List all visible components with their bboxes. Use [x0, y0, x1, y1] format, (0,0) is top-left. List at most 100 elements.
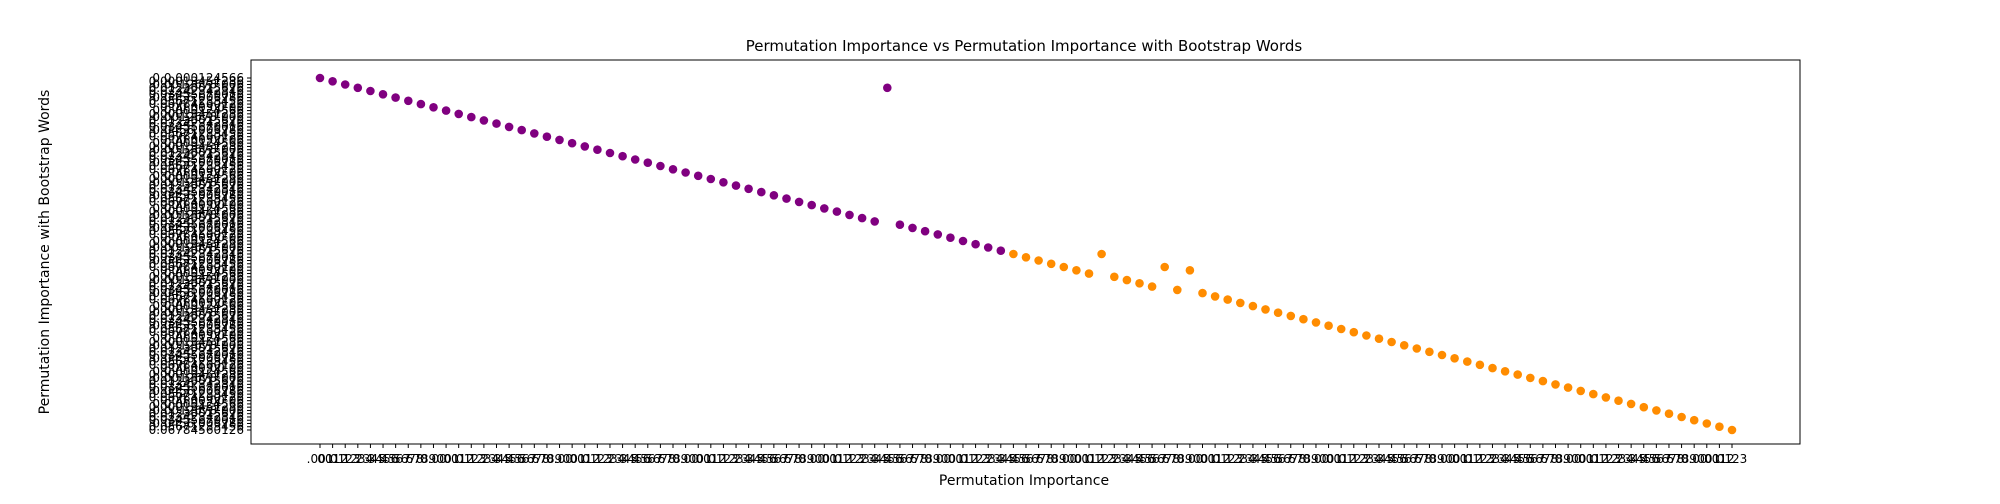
- x-tick-label-glyphs: 3456: [494, 452, 525, 466]
- x-tick-label-glyphs: 0012: [1704, 452, 1735, 466]
- point-purple: [328, 77, 337, 86]
- point-orange: [1500, 367, 1510, 376]
- y-tick-label-glyphs: 0.00.00.00.06: [160, 133, 244, 147]
- point-orange: [1689, 415, 1699, 425]
- x-tick-label-glyphs: 5678: [645, 452, 676, 466]
- point-purple: [479, 116, 489, 125]
- y-tick-label-glyphs: 0.0.000124566: [152, 397, 244, 411]
- y-tick-label-glyphs: 0.01230015676: [149, 146, 244, 160]
- x-tick-label-glyphs: 3456: [1124, 452, 1155, 466]
- x-tick-label-glyphs: 4567: [380, 452, 411, 466]
- point-orange: [1526, 373, 1535, 383]
- x-tick-label-glyphs: 2345: [1490, 452, 1521, 466]
- point-orange: [1551, 380, 1560, 389]
- x-tick-label-glyphs: 2345: [986, 452, 1017, 466]
- x-tick-label-glyphs: .001: [1063, 452, 1090, 466]
- point-purple: [883, 83, 892, 93]
- x-tick-label-glyphs: 4567: [1515, 452, 1546, 466]
- x-tick-label-glyphs: 4567: [1641, 452, 1672, 466]
- y-tick-label-glyphs: 0.01230015676: [149, 276, 244, 290]
- y-tick-label-glyphs: 0.00.00.00.06: [160, 328, 244, 342]
- x-tick-label-glyphs: 6789: [910, 452, 941, 466]
- y-tick-label-glyphs: 0.02342342346: [149, 117, 244, 131]
- x-tick-label-glyphs: 4567: [1263, 452, 1294, 466]
- y-tick-label-glyphs: 0.03455670016: [149, 348, 244, 362]
- x-tick-label-glyphs: 0012: [696, 452, 727, 466]
- y-tick-label-glyphs: 0.03455670016: [149, 413, 244, 427]
- y-tick-label-glyphs: 0.03455670016: [149, 185, 244, 199]
- x-tick-label-glyphs: 5678: [1654, 452, 1685, 466]
- point-orange: [1084, 269, 1094, 278]
- y-tick-label-glyphs: 0.0012678.006: [152, 403, 244, 417]
- x-tick-label-glyphs: 1234: [847, 452, 878, 466]
- y-tick-label-glyphs: 0.02342342346: [149, 345, 244, 359]
- x-tick-label-glyphs: 2345: [859, 452, 890, 466]
- y-tick-label-glyphs: 0.0.000124566: [152, 299, 244, 313]
- point-orange: [1223, 295, 1232, 304]
- x-tick-label-glyphs: 1234: [469, 452, 500, 466]
- y-tick-label-glyphs: 0.00.00.00.06: [160, 231, 244, 245]
- point-purple: [769, 191, 779, 200]
- x-tick-label-glyphs: 2345: [1364, 452, 1395, 466]
- point-purple: [870, 217, 879, 226]
- point-orange: [1475, 360, 1485, 370]
- x-tick-label-glyphs: 6789: [1414, 452, 1445, 466]
- x-tick-label-glyphs: 6789: [406, 452, 437, 466]
- point-orange: [1160, 262, 1169, 272]
- x-tick-label-glyphs: 0012: [822, 452, 853, 466]
- y-tick-label-glyphs: 0.0456.006786: [152, 286, 244, 300]
- y-tick-label-glyphs: 0.02342342346: [149, 214, 244, 228]
- x-tick-label-glyphs: 2345: [1616, 452, 1647, 466]
- x-tick-label-glyphs: .001: [307, 452, 334, 466]
- point-purple: [492, 119, 501, 128]
- y-tick-label-glyphs: 0.0012678.006: [152, 110, 244, 124]
- point-purple: [353, 83, 363, 93]
- point-purple: [429, 103, 438, 112]
- y-tick-label-glyphs: 0.00013451236: [149, 335, 244, 349]
- point-purple: [719, 178, 728, 187]
- point-orange: [1425, 347, 1434, 357]
- point-purple: [555, 135, 564, 145]
- y-tick-label-glyphs: 0.03455670016: [149, 315, 244, 329]
- point-purple: [378, 90, 388, 99]
- x-tick-label-glyphs: 0123: [708, 452, 739, 466]
- point-purple: [643, 158, 653, 167]
- y-axis-tick-labels: 0.0.0001245660.000134512360.0012678.0060…: [149, 71, 244, 437]
- y-tick-label-glyphs: 0.00013451236: [149, 368, 244, 382]
- x-tick-label-glyphs: 4567: [885, 452, 916, 466]
- point-orange: [1387, 337, 1396, 347]
- point-purple: [593, 145, 602, 154]
- point-purple: [340, 80, 350, 89]
- chart-title: Permutation Importance vs Permutation Im…: [746, 37, 1303, 55]
- point-purple: [530, 129, 539, 138]
- y-tick-label-glyphs: 0.05671233456: [149, 355, 244, 369]
- y-tick-label-glyphs: 0.00.00.00.06: [160, 394, 244, 408]
- x-tick-label-glyphs: 3456: [746, 452, 777, 466]
- x-tick-label-glyphs: 3456: [1376, 452, 1407, 466]
- point-purple: [630, 155, 640, 164]
- y-tick-label-glyphs: 0.01230015676: [149, 113, 244, 127]
- y-tick-label-glyphs: 0.01230015676: [149, 244, 244, 258]
- y-tick-label-glyphs: 0.03455670016: [149, 152, 244, 166]
- point-purple: [958, 236, 968, 246]
- x-tick-label-glyphs: 0.00: [1555, 452, 1582, 466]
- point-orange: [1034, 256, 1043, 265]
- x-tick-label-glyphs: 3456: [368, 452, 399, 466]
- point-orange: [1286, 311, 1296, 321]
- point-orange: [1135, 279, 1144, 288]
- point-purple: [782, 194, 791, 203]
- x-tick-label-glyphs: .001: [1567, 452, 1594, 466]
- y-tick-label-glyphs: 0.0456.006786: [152, 123, 244, 137]
- x-tick-label-glyphs: 4567: [1011, 452, 1042, 466]
- x-tick-label-glyphs: 2345: [607, 452, 638, 466]
- y-tick-label-glyphs: 0.02342342346: [149, 377, 244, 391]
- x-tick-label-glyphs: 5678: [1402, 452, 1433, 466]
- x-tick-label-glyphs: 1234: [721, 452, 752, 466]
- y-tick-label-glyphs: 0.06784560126: [149, 97, 244, 111]
- point-purple: [315, 73, 325, 83]
- y-tick-label-glyphs: 0.05671233456: [149, 257, 244, 271]
- y-tick-label-glyphs: 0.06784560126: [149, 130, 244, 144]
- point-purple: [467, 112, 476, 122]
- point-purple: [820, 204, 829, 213]
- point-purple: [404, 96, 413, 106]
